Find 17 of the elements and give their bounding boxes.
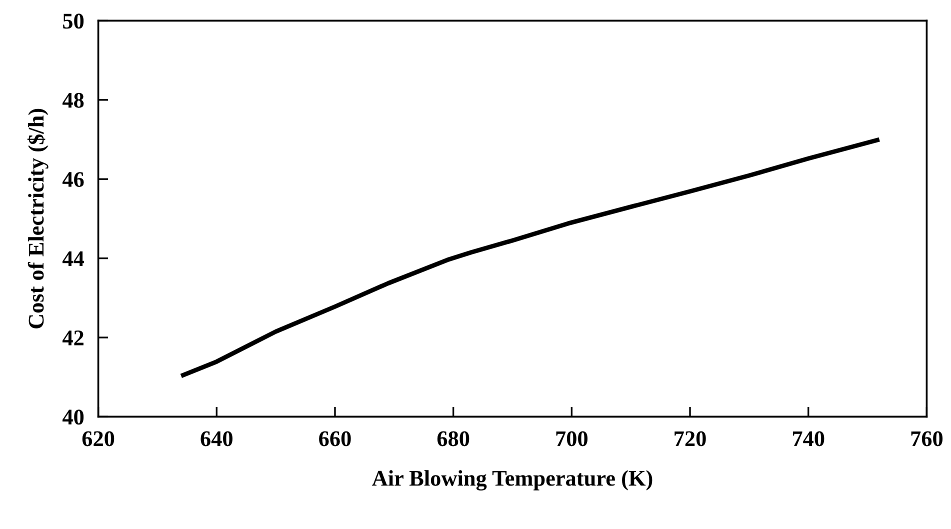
line-series: [178, 137, 882, 378]
y-tick-label: 44: [62, 251, 84, 266]
y-tick-label: 46: [62, 172, 84, 188]
x-tick-label: 620: [82, 431, 114, 446]
y-tick-label: 42: [62, 330, 84, 346]
x-tick-label: 720: [674, 431, 706, 446]
y-tick-label: 48: [62, 92, 84, 108]
y-tick-label: 50: [63, 14, 84, 29]
y-tick-label: 40: [62, 410, 84, 425]
x-tick-label: 740: [792, 431, 824, 446]
x-tick-label: 760: [911, 431, 943, 446]
x-tick-label: 640: [200, 431, 232, 446]
x-tick-label: 700: [556, 431, 588, 446]
x-tick-label: 660: [319, 431, 351, 446]
x-tick-label: 680: [437, 431, 470, 446]
y-axis-title: Cost of Electricity ($/h): [27, 108, 48, 328]
x-axis-title: Air Blowing Temperature (K): [372, 470, 652, 491]
